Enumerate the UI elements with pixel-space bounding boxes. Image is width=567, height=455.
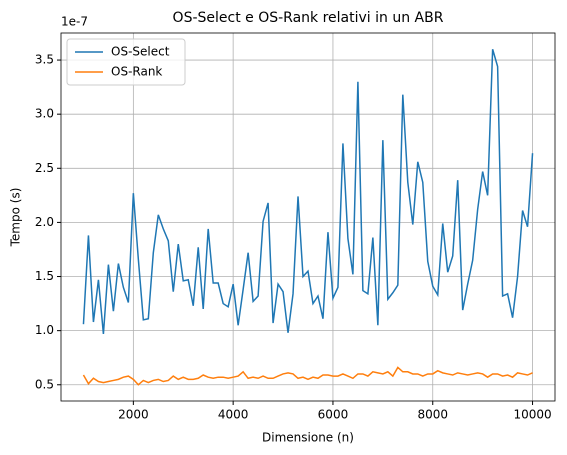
y-offset-label: 1e-7 (61, 15, 88, 29)
x-tick-label: 10000 (513, 408, 551, 422)
y-tick-label: 2.0 (35, 215, 54, 229)
legend-label: OS-Rank (111, 65, 162, 79)
legend-box (66, 38, 186, 86)
x-axis-label: Dimensione (n) (262, 431, 354, 445)
x-tick-label: 2000 (118, 408, 149, 422)
x-tick-label: 4000 (218, 408, 249, 422)
y-tick-label: 3.5 (35, 53, 54, 67)
y-tick-label: 1.5 (35, 269, 54, 283)
legend: OS-Select OS-Rank (66, 38, 186, 86)
x-tick-label: 8000 (417, 408, 448, 422)
y-axis-label: Tempo (s) (9, 188, 23, 248)
chart-title: OS-Select e OS-Rank relativi in un ABR (173, 10, 444, 26)
legend-label: OS-Select (111, 45, 170, 59)
data-line (82, 366, 533, 386)
y-tick-label: 0.5 (35, 377, 54, 391)
x-tick-label: 6000 (318, 408, 349, 422)
y-tick-label: 1.0 (35, 323, 54, 337)
data-line (82, 49, 534, 334)
y-tick-label: 2.5 (35, 161, 54, 175)
y-tick-label: 3.0 (35, 107, 54, 121)
plot-frame (60, 32, 556, 402)
